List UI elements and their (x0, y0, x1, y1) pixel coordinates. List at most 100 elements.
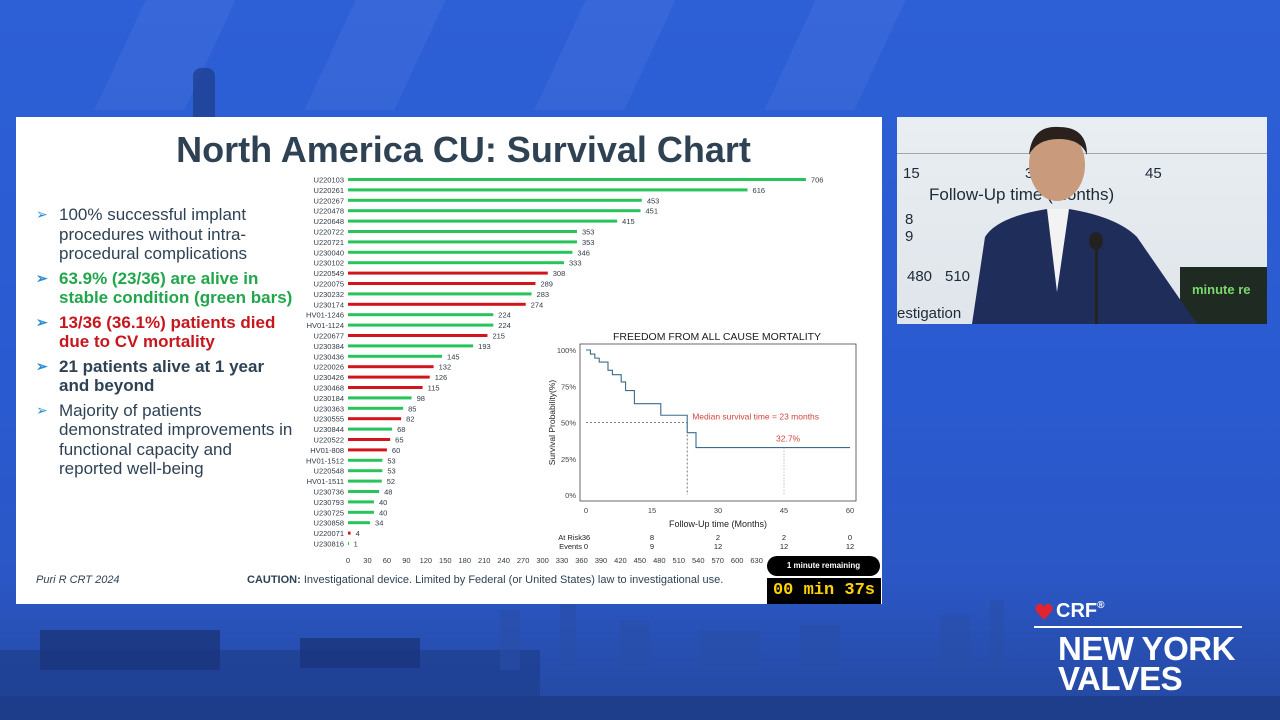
bullet-text: 63.9% (23/36) are alive in stable condit… (59, 268, 293, 308)
risk-table-label: Events (559, 542, 582, 551)
survival-bar (348, 375, 430, 379)
citation: Puri R CRT 2024 (36, 574, 120, 586)
bullet-item: ➢ 63.9% (23/36) are alive in stable condi… (36, 269, 294, 308)
bar-value-label: 82 (406, 415, 414, 424)
category-label: U230102 (314, 259, 344, 268)
screen-text: estigation (897, 305, 962, 322)
bar-value-label: 453 (647, 196, 660, 205)
x-tick-label: 0 (346, 556, 350, 565)
survival-bar (348, 188, 748, 192)
timer-remaining-label: 1 minute remaining (767, 556, 880, 576)
survival-bar (348, 542, 349, 545)
bar-value-label: 53 (387, 467, 395, 476)
x-tick-label: 630 (750, 556, 763, 565)
survival-bar (348, 219, 618, 223)
logo-rule (1034, 626, 1242, 628)
category-label: U230468 (314, 384, 344, 393)
category-label: U220722 (314, 228, 344, 237)
category-label: U220267 (314, 196, 344, 205)
screen-text: minute re (1192, 282, 1251, 297)
x-tick-label: 30 (363, 556, 371, 565)
survival-bar (348, 386, 423, 389)
survival-bar (348, 490, 380, 493)
category-label: U230232 (314, 290, 344, 299)
category-label: U230436 (314, 352, 344, 361)
bar-value-label: 40 (379, 498, 387, 507)
x-tick-label: 330 (556, 556, 569, 565)
bar-value-label: 346 (577, 248, 590, 257)
arrow-icon: ➢ (36, 401, 48, 418)
arrow-icon: ➢ (36, 357, 48, 374)
events-value: 9 (650, 542, 654, 551)
bar-value-label: 283 (537, 290, 550, 299)
category-label: U220548 (314, 467, 344, 476)
bar-value-label: 289 (540, 280, 553, 289)
bar-value-label: 353 (582, 238, 595, 247)
kaplan-meier-panel: FREEDOM FROM ALL CAUSE MORTALITY 0% 25% 50%… (528, 322, 863, 552)
km-title: FREEDOM FROM ALL CAUSE MORTALITY (613, 331, 821, 343)
survival-bar (348, 261, 564, 265)
category-label: U230725 (314, 508, 344, 517)
x-tick-label: 420 (614, 556, 627, 565)
arrow-icon: ➢ (36, 313, 48, 330)
bullet-text: Majority of patients demonstrated improv… (59, 400, 293, 479)
bar-value-label: 308 (553, 269, 566, 278)
category-label: U220071 (314, 529, 344, 538)
survival-bar (348, 250, 573, 254)
survival-bar (348, 458, 383, 462)
bar-value-label: 353 (582, 228, 595, 237)
events-value: 12 (714, 542, 722, 551)
category-label: U220261 (314, 186, 344, 195)
screen-text: 15 (903, 165, 920, 182)
background-stripe (304, 0, 446, 110)
bar-value-label: 193 (478, 342, 491, 351)
bar-value-label: 616 (753, 186, 766, 195)
survival-bar (348, 531, 351, 535)
bullet-item: ➢ 21 patients alive at 1 year and beyond (36, 357, 294, 396)
bar-value-label: 415 (622, 217, 635, 226)
x-tick-label: 45 (780, 506, 788, 515)
slide-title: North America CU: Survival Chart (176, 129, 751, 170)
survival-bar (348, 323, 494, 327)
category-label: HV01-1511 (307, 477, 344, 486)
x-tick-label: 510 (673, 556, 686, 565)
category-label: U230363 (314, 404, 344, 413)
survival-bar (348, 469, 383, 473)
median-annotation: Median survival time = 23 months (692, 412, 819, 422)
bar-value-label: 215 (492, 332, 505, 341)
category-label: U220677 (314, 332, 344, 341)
bar-value-label: 706 (811, 176, 824, 185)
category-label: U220075 (314, 280, 344, 289)
event-name-line1: NEW YORK (1058, 630, 1235, 667)
bullet-item: ➢ 100% successful implant procedures with… (36, 205, 294, 264)
statue-silhouette (193, 68, 215, 118)
x-tick-label: 60 (383, 556, 391, 565)
background-stripe (534, 0, 676, 110)
bar-value-label: 132 (439, 363, 452, 372)
bar-value-label: 224 (498, 311, 511, 320)
x-tick-label: 0 (584, 506, 588, 515)
screen-text: 510 (945, 268, 971, 285)
y-tick-label: 50% (561, 419, 576, 428)
survival-bar (348, 344, 474, 348)
category-label: U230184 (314, 394, 344, 403)
bar-value-label: 126 (435, 373, 448, 382)
background-stripe (764, 0, 906, 110)
survival-bar (348, 240, 577, 244)
at-risk-value: 0 (848, 533, 852, 542)
category-label: HV01-808 (310, 446, 344, 455)
bar-value-label: 68 (397, 425, 405, 434)
survival-bar (348, 448, 387, 452)
category-label: U230793 (314, 498, 344, 507)
bar-value-label: 145 (447, 352, 460, 361)
arrow-icon: ➢ (36, 206, 48, 222)
survival-bar (348, 334, 488, 337)
y-axis-label: Survival Probability(%) (547, 380, 557, 466)
category-label: U220648 (314, 217, 344, 226)
x-tick-label: 120 (420, 556, 433, 565)
x-tick-label: 90 (402, 556, 410, 565)
timer-countdown: 00 min 37s (767, 578, 881, 604)
bar-value-label: 60 (392, 446, 400, 455)
crf-brand-name: CRF® (1056, 600, 1105, 622)
